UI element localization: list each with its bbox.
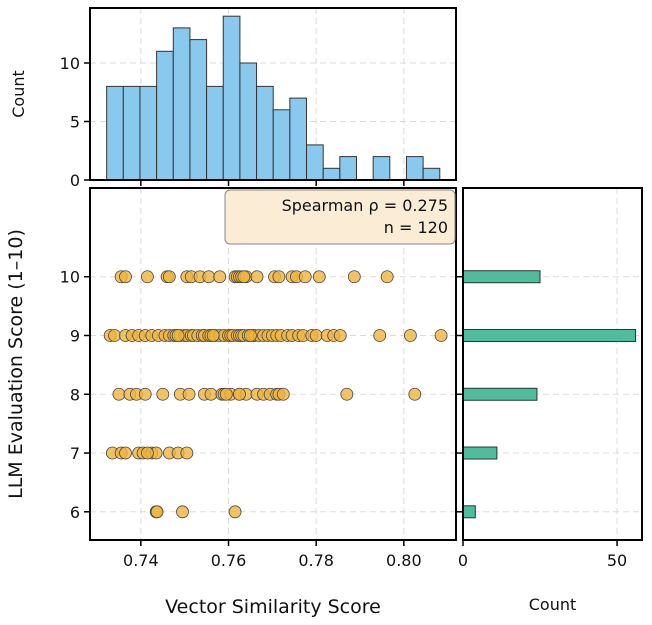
point	[340, 387, 354, 401]
bar	[139, 85, 158, 181]
point	[138, 387, 152, 401]
point	[298, 270, 312, 284]
y-tick-label: 8	[70, 385, 80, 404]
annotation: Spearman ρ = 0.275	[282, 196, 448, 215]
x-tick-label: 0.74	[123, 551, 159, 570]
bar	[372, 156, 391, 181]
point	[380, 270, 394, 284]
point	[176, 505, 189, 519]
point	[347, 270, 361, 284]
point	[171, 329, 185, 342]
y-tick-label: 6	[70, 503, 80, 522]
point	[237, 270, 251, 284]
y-axis-label: Count	[9, 70, 28, 118]
bar	[289, 97, 308, 181]
bar	[462, 446, 498, 460]
y-tick-label: 10	[60, 54, 80, 73]
bar	[239, 62, 258, 181]
bar	[272, 109, 291, 181]
bar	[405, 156, 424, 181]
point	[434, 329, 448, 342]
y-tick-label: 9	[70, 326, 80, 345]
x-tick-label: 0.80	[386, 551, 422, 570]
y-tick-label: 0	[70, 171, 80, 190]
point	[141, 270, 154, 284]
bar	[106, 85, 124, 181]
bar	[306, 144, 324, 181]
point	[312, 270, 326, 284]
point	[333, 329, 347, 342]
point	[112, 387, 126, 401]
y-axis-label: LLM Evaluation Score (1–10)	[5, 229, 27, 499]
point	[408, 387, 422, 401]
x-tick-label: 0.78	[298, 551, 334, 570]
point	[202, 270, 216, 284]
point	[309, 329, 323, 342]
point	[244, 329, 257, 342]
point	[228, 505, 242, 519]
point	[213, 270, 227, 284]
bar	[189, 39, 208, 181]
point	[150, 505, 164, 519]
x-tick-label: 50	[607, 551, 627, 570]
point	[141, 446, 154, 460]
point	[204, 387, 218, 401]
point	[119, 446, 132, 460]
axes-frame	[89, 187, 457, 541]
point	[108, 329, 121, 342]
x-tick-label: 0	[458, 551, 468, 570]
point	[219, 387, 233, 401]
bar	[322, 167, 341, 181]
point	[162, 270, 176, 284]
point	[156, 387, 170, 401]
point	[404, 329, 417, 342]
x-tick-label: 0.76	[211, 551, 247, 570]
y-tick-label: 5	[70, 112, 80, 131]
bar	[206, 85, 224, 181]
bar	[122, 85, 141, 181]
axes-frame	[462, 187, 643, 541]
y-tick-label: 7	[70, 444, 80, 463]
bar	[462, 387, 538, 401]
point	[373, 329, 387, 342]
point	[250, 270, 264, 284]
bar	[222, 15, 241, 181]
bar	[172, 27, 191, 181]
axes-frame	[89, 7, 457, 181]
annotation: n = 120	[384, 218, 448, 237]
bar	[156, 50, 174, 181]
bar	[422, 167, 441, 181]
x-axis-label: Vector Similarity Score	[165, 596, 381, 618]
annotation-box	[224, 189, 456, 245]
bar	[339, 156, 358, 181]
bar	[256, 85, 274, 181]
point	[119, 270, 132, 284]
bar	[462, 270, 541, 284]
point	[182, 387, 196, 401]
point	[233, 387, 246, 401]
point	[272, 270, 286, 284]
x-axis-label: Count	[529, 595, 577, 614]
bar	[462, 505, 476, 519]
point	[180, 446, 194, 460]
point	[206, 329, 220, 342]
point	[276, 387, 290, 401]
bar	[462, 328, 637, 342]
y-tick-label: 10	[60, 268, 80, 287]
